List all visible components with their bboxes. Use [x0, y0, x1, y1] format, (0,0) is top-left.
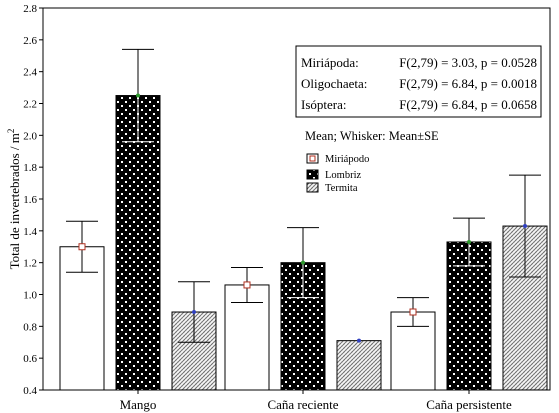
- stats-value-miriapoda: F(2,79) = 3.03, p = 0.0528: [399, 55, 537, 70]
- y-axis-label-superscript: 2: [6, 129, 16, 134]
- mean-marker: [357, 338, 361, 343]
- y-tick-label: 1.0: [23, 290, 37, 302]
- stats-box-frame: [295, 45, 542, 118]
- x-axis-categories: Mango Caña reciente Caña persistente: [120, 390, 512, 412]
- plot-frame: [42, 7, 551, 391]
- mean-marker: [301, 260, 305, 265]
- legend: Mean; Whisker: Mean±SE Miriápodo Lombriz…: [305, 129, 439, 194]
- legend-swatch-termita: [306, 182, 319, 193]
- error-bars: [66, 48, 541, 343]
- y-tick-label: 1.6: [23, 194, 37, 206]
- legend-swatch-lombriz: [306, 169, 319, 180]
- y-tick-label: 0.8: [23, 321, 37, 333]
- stats-label-miriapoda: Miriápoda:: [301, 55, 359, 70]
- mean-marker: [409, 308, 417, 316]
- y-axis-label: Total de invertebrados / m2: [6, 129, 22, 270]
- stats-label-oligochaeta: Oligochaeta:: [301, 76, 367, 91]
- legend-title: Mean; Whisker: Mean±SE: [305, 129, 439, 143]
- mean-marker: [243, 281, 251, 289]
- y-tick-label: 2.2: [23, 99, 37, 111]
- bar-lombriz: [115, 95, 161, 391]
- mean-marker: [467, 239, 471, 244]
- bar-termita: [336, 340, 382, 391]
- x-category-label: Caña persistente: [426, 397, 512, 412]
- stats-value-oligochaeta: F(2,79) = 6.84, p = 0.0018: [399, 76, 537, 91]
- mean-marker: [523, 224, 527, 229]
- stats-value-isoptera: F(2,79) = 6.84, p = 0.0658: [399, 97, 537, 112]
- y-tick-label: 0.6: [23, 353, 37, 365]
- x-category-label: Caña reciente: [267, 397, 338, 412]
- y-tick-label: 1.8: [23, 162, 37, 174]
- y-tick-label: 2.4: [23, 67, 37, 79]
- stats-label-isoptera: Isóptera:: [301, 97, 346, 112]
- y-tick-label: 1.2: [23, 258, 37, 270]
- y-axis-label-text: Total de invertebrados / m: [7, 133, 22, 269]
- mean-marker: [192, 310, 196, 315]
- legend-marker-miriapodo: [309, 155, 316, 162]
- bar-lombriz: [446, 241, 492, 391]
- y-tick-label: 1.4: [23, 226, 37, 238]
- y-tick-label: 2.8: [23, 3, 37, 15]
- x-category-label: Mango: [120, 397, 157, 412]
- mean-marker: [136, 93, 140, 98]
- legend-label-termita: Termita: [325, 183, 358, 194]
- legend-label-miriapodo: Miriápodo: [325, 154, 369, 165]
- y-tick-label: 2.6: [23, 35, 37, 47]
- y-tick-label: 2.0: [23, 130, 37, 142]
- stats-box: Miriápoda: F(2,79) = 3.03, p = 0.0528 Ol…: [295, 45, 542, 118]
- y-tick-label: 0.4: [23, 385, 37, 397]
- legend-label-lombriz: Lombriz: [325, 170, 361, 181]
- y-axis-ticks: 0.4 0.6 0.8 1.0 1.2 1.4 1.6 1.8 2.0 2.2 2.4 2.6 2.8: [23, 3, 43, 397]
- mean-marker: [78, 243, 86, 251]
